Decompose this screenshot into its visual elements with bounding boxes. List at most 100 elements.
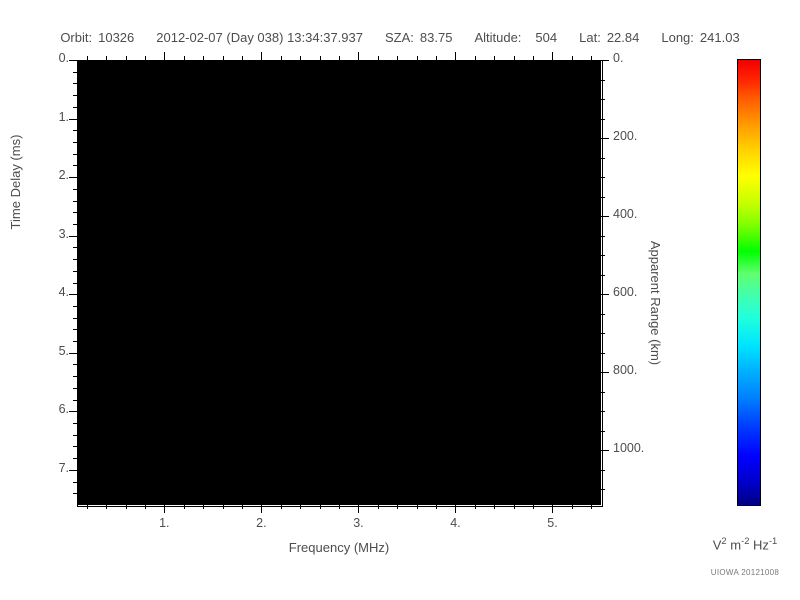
x-tick-minor [339,505,340,509]
x-tick-minor-top [300,56,302,60]
x-tick-major-top [261,52,263,60]
x-tick-minor [300,505,302,509]
x-tick-minor-top [86,56,88,60]
unit-hz: Hz [753,537,769,553]
x-tick-minor-top [319,56,321,60]
y-tick-minor-left [73,481,77,483]
y-tick-label-right: 1000. [613,441,645,456]
latitude-field: Lat: 22.84 [579,30,639,45]
y-tick-label-left: 2. [58,168,69,183]
x-tick-minor-top [397,56,399,60]
x-tick-minor [203,505,205,509]
x-tick-minor [436,505,438,509]
longitude-field: Long: 241.03 [661,30,739,45]
y-tick-minor-left [73,188,77,190]
x-tick-minor [474,505,476,509]
spectrogram-canvas [77,60,601,505]
x-tick-minor-top [183,56,185,60]
x-tick-minor-top [436,56,438,60]
y-tick-minor-left [73,376,77,378]
y-tick-minor-left [73,364,77,366]
y-tick-major-right [601,60,609,61]
x-tick-minor [571,505,573,509]
y-tick-minor-left [73,282,77,284]
latitude-value: 22.84 [606,30,640,45]
orbit-field: Orbit: 10326 [60,30,134,45]
y-tick-minor-right [601,489,605,491]
y-tick-label-left: 1. [58,109,69,124]
y-tick-minor-left [73,446,77,448]
y-tick-minor-left [73,200,77,202]
y-tick-major-left [69,411,77,413]
credit-footer: UIOWA 20121008 [710,568,780,577]
x-tick-minor [591,505,593,509]
y-tick-minor-left [73,329,77,331]
y-tick-major-left [69,177,77,179]
x-tick-label: 5. [547,516,558,530]
x-tick-minor-top [106,56,108,60]
x-tick-minor [106,505,108,509]
y-tick-label-left: 5. [58,343,69,358]
unit-v-exp: 2 [721,536,727,546]
sza-label: SZA: [384,30,414,45]
y-tick-label-right: 200. [613,129,638,144]
y-tick-major-left [69,60,77,61]
y-tick-major-left [69,294,77,296]
x-tick-label: 1. [159,516,170,530]
x-tick-minor-top [377,56,379,60]
unit-hz-exp: -1 [768,536,778,546]
colorbar[interactable] [738,60,760,505]
datetime-field: 2012-02-07 (Day 038) 13:34:37.937 [156,30,363,45]
y-tick-minor-right [601,255,605,257]
colorbar-frame [737,59,761,506]
y-tick-label-right: 600. [613,285,638,300]
x-tick-minor [377,505,379,509]
x-tick-minor-top [494,56,496,60]
y-tick-major-right [601,294,609,296]
x-tick-label: 3. [353,516,364,530]
y-tick-minor-left [73,458,77,460]
x-tick-minor [533,505,535,509]
x-tick-major [552,505,554,513]
x-tick-major-top [164,52,166,60]
x-tick-minor [222,505,224,509]
altitude-field: Altitude: 504 [474,30,557,45]
ionogram-heatmap[interactable] [77,60,601,505]
y-tick-major-left [69,469,77,471]
y-tick-minor-right [601,99,605,101]
sza-field: SZA: 83.75 [385,30,452,45]
y-tick-major-left [69,118,77,120]
y-tick-label-right: 400. [613,207,638,222]
x-tick-minor [416,505,418,509]
y-tick-minor-right [601,469,605,471]
x-tick-minor [183,505,185,509]
x-tick-major [164,505,166,513]
y-tick-minor-right [601,118,605,120]
y-axis-left-title: Time Delay (ms) [8,134,23,230]
y-tick-major-left [69,352,77,354]
x-tick-minor [513,505,515,509]
sza-value: 83.75 [419,30,453,45]
altitude-value: 504 [535,30,558,45]
y-tick-minor-right [601,352,605,354]
y-tick-major-right [601,216,609,218]
y-tick-minor-left [73,434,77,436]
unit-m: m [730,537,742,553]
x-tick-minor-top [241,56,243,60]
x-axis-title: Frequency (MHz) [288,540,390,555]
y-tick-minor-left [73,423,77,425]
y-tick-minor-left [73,95,77,97]
x-tick-minor [125,505,127,509]
y-tick-major-right [601,372,609,374]
y-tick-minor-left [73,130,77,132]
y-tick-label-left: 6. [58,402,69,417]
x-tick-minor [86,505,88,509]
y-tick-minor-left [73,270,77,272]
y-tick-minor-left [73,165,77,167]
y-tick-minor-left [73,71,77,73]
y-tick-label-right: 800. [613,363,638,378]
x-tick-label: 4. [450,516,461,530]
y-tick-minor-left [73,259,77,261]
y-tick-minor-right [601,79,605,81]
x-tick-major [358,505,360,513]
